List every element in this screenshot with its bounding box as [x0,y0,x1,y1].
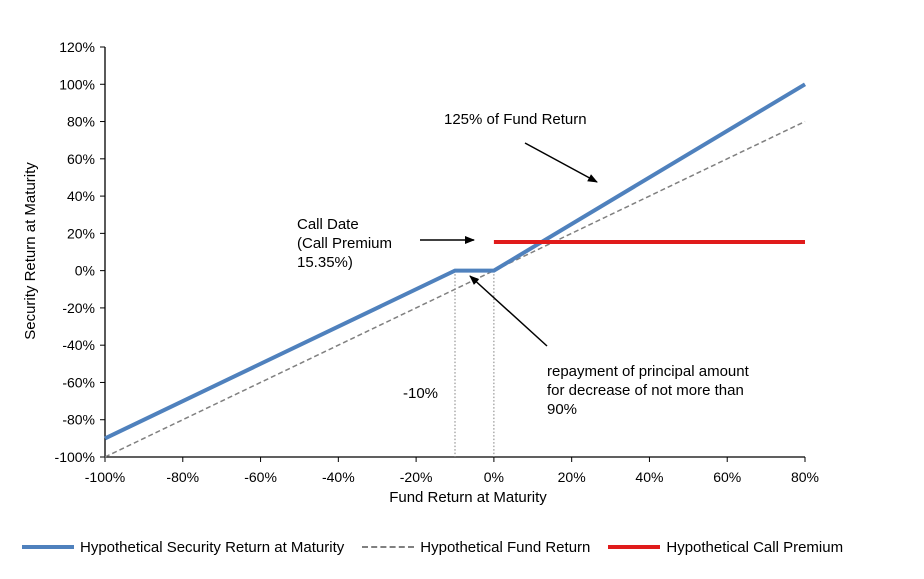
security-return-line [104,82,807,441]
x-tick-label: -20% [400,469,433,485]
x-tick-label: 20% [558,469,586,485]
y-tick-label: 20% [67,225,95,241]
y-tick-label: -60% [62,374,95,390]
x-tick-label: -40% [322,469,355,485]
annotation-repayment-line2: for decrease of not more than [547,382,744,399]
y-tick-label: 40% [67,188,95,204]
annotation-minus-ten: -10% [403,385,438,402]
x-tick-label: -60% [244,469,277,485]
x-tick-label: 60% [713,469,741,485]
y-tick-label: -100% [55,449,95,465]
x-tick-label: 80% [791,469,819,485]
annotation-call-date: Call Date [297,216,359,233]
axes: -100% -80% -60% -40% -20% 0% 20% 40% 60% 80% 100% 1… [55,39,819,485]
annotation-repayment-line1: repayment of principal amount [547,363,750,380]
y-tick-label: 0% [75,263,95,279]
x-axis-title: Fund Return at Maturity [389,489,547,506]
series-lines [104,82,807,458]
legend-label-call: Hypothetical Call Premium [666,538,844,556]
arrow-fund-return [524,142,598,183]
y-tick-label: 120% [59,39,95,55]
legend-label-security: Hypothetical Security Return at Maturity [80,538,345,556]
legend-item-fund: Hypothetical Fund Return [362,539,590,556]
y-tick-label: 80% [67,114,95,130]
fund-return-line [104,120,806,458]
y-tick-label: 60% [67,151,95,167]
annotation-call-premium: (Call Premium [297,235,392,252]
x-tick-label: 40% [635,469,663,485]
legend-swatch-security [22,545,74,549]
y-tick-label: -40% [62,337,95,353]
annotation-fund-return: 125% of Fund Return [444,111,587,128]
x-tick-label: -100% [85,469,125,485]
annotations: 125% of Fund Return Call Date (Call Prem… [297,111,750,418]
x-tick-label: 0% [484,469,504,485]
legend: Hypothetical Security Return at Maturity… [22,537,861,557]
y-axis-title: Security Return at Maturity [22,162,39,340]
y-tick-label: -80% [62,412,95,428]
y-tick-label: -20% [62,300,95,316]
y-tick-label: 100% [59,76,95,92]
x-tick-label: -80% [166,469,199,485]
legend-label-fund: Hypothetical Fund Return [420,538,591,556]
chart-plot: -100% -80% -60% -40% -20% 0% 20% 40% 60% 80% 100% 1… [22,39,819,506]
legend-item-call: Hypothetical Call Premium [608,539,843,556]
arrow-repayment [469,275,548,347]
legend-swatch-fund [362,546,415,548]
legend-item-security: Hypothetical Security Return at Maturity [22,539,344,556]
annotation-call-premium-value: 15.35%) [297,254,353,271]
annotation-repayment-line3: 90% [547,401,577,418]
legend-swatch-call [608,545,661,549]
